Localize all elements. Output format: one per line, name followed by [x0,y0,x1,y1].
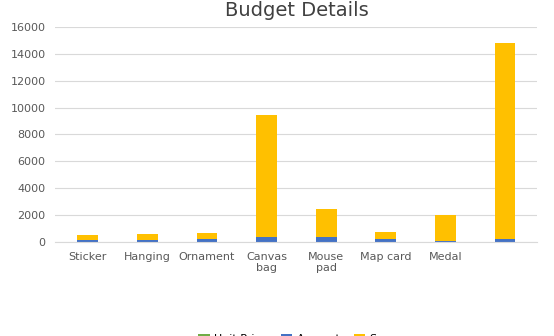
Bar [495,239,515,242]
Title: Budget Details: Budget Details [224,1,368,20]
Bar [137,235,158,240]
Bar [495,43,515,239]
Bar [376,239,396,242]
Bar [78,240,98,242]
Bar [137,240,158,242]
Bar [197,239,217,242]
Bar [435,215,456,241]
Bar [256,237,277,242]
Legend: Unit Price, Amount, Sum: Unit Price, Amount, Sum [194,329,399,336]
Bar [376,232,396,239]
Bar [256,115,277,237]
Bar [197,233,217,239]
Bar [78,235,98,240]
Bar [316,209,337,238]
Bar [316,238,337,242]
Bar [435,241,456,242]
